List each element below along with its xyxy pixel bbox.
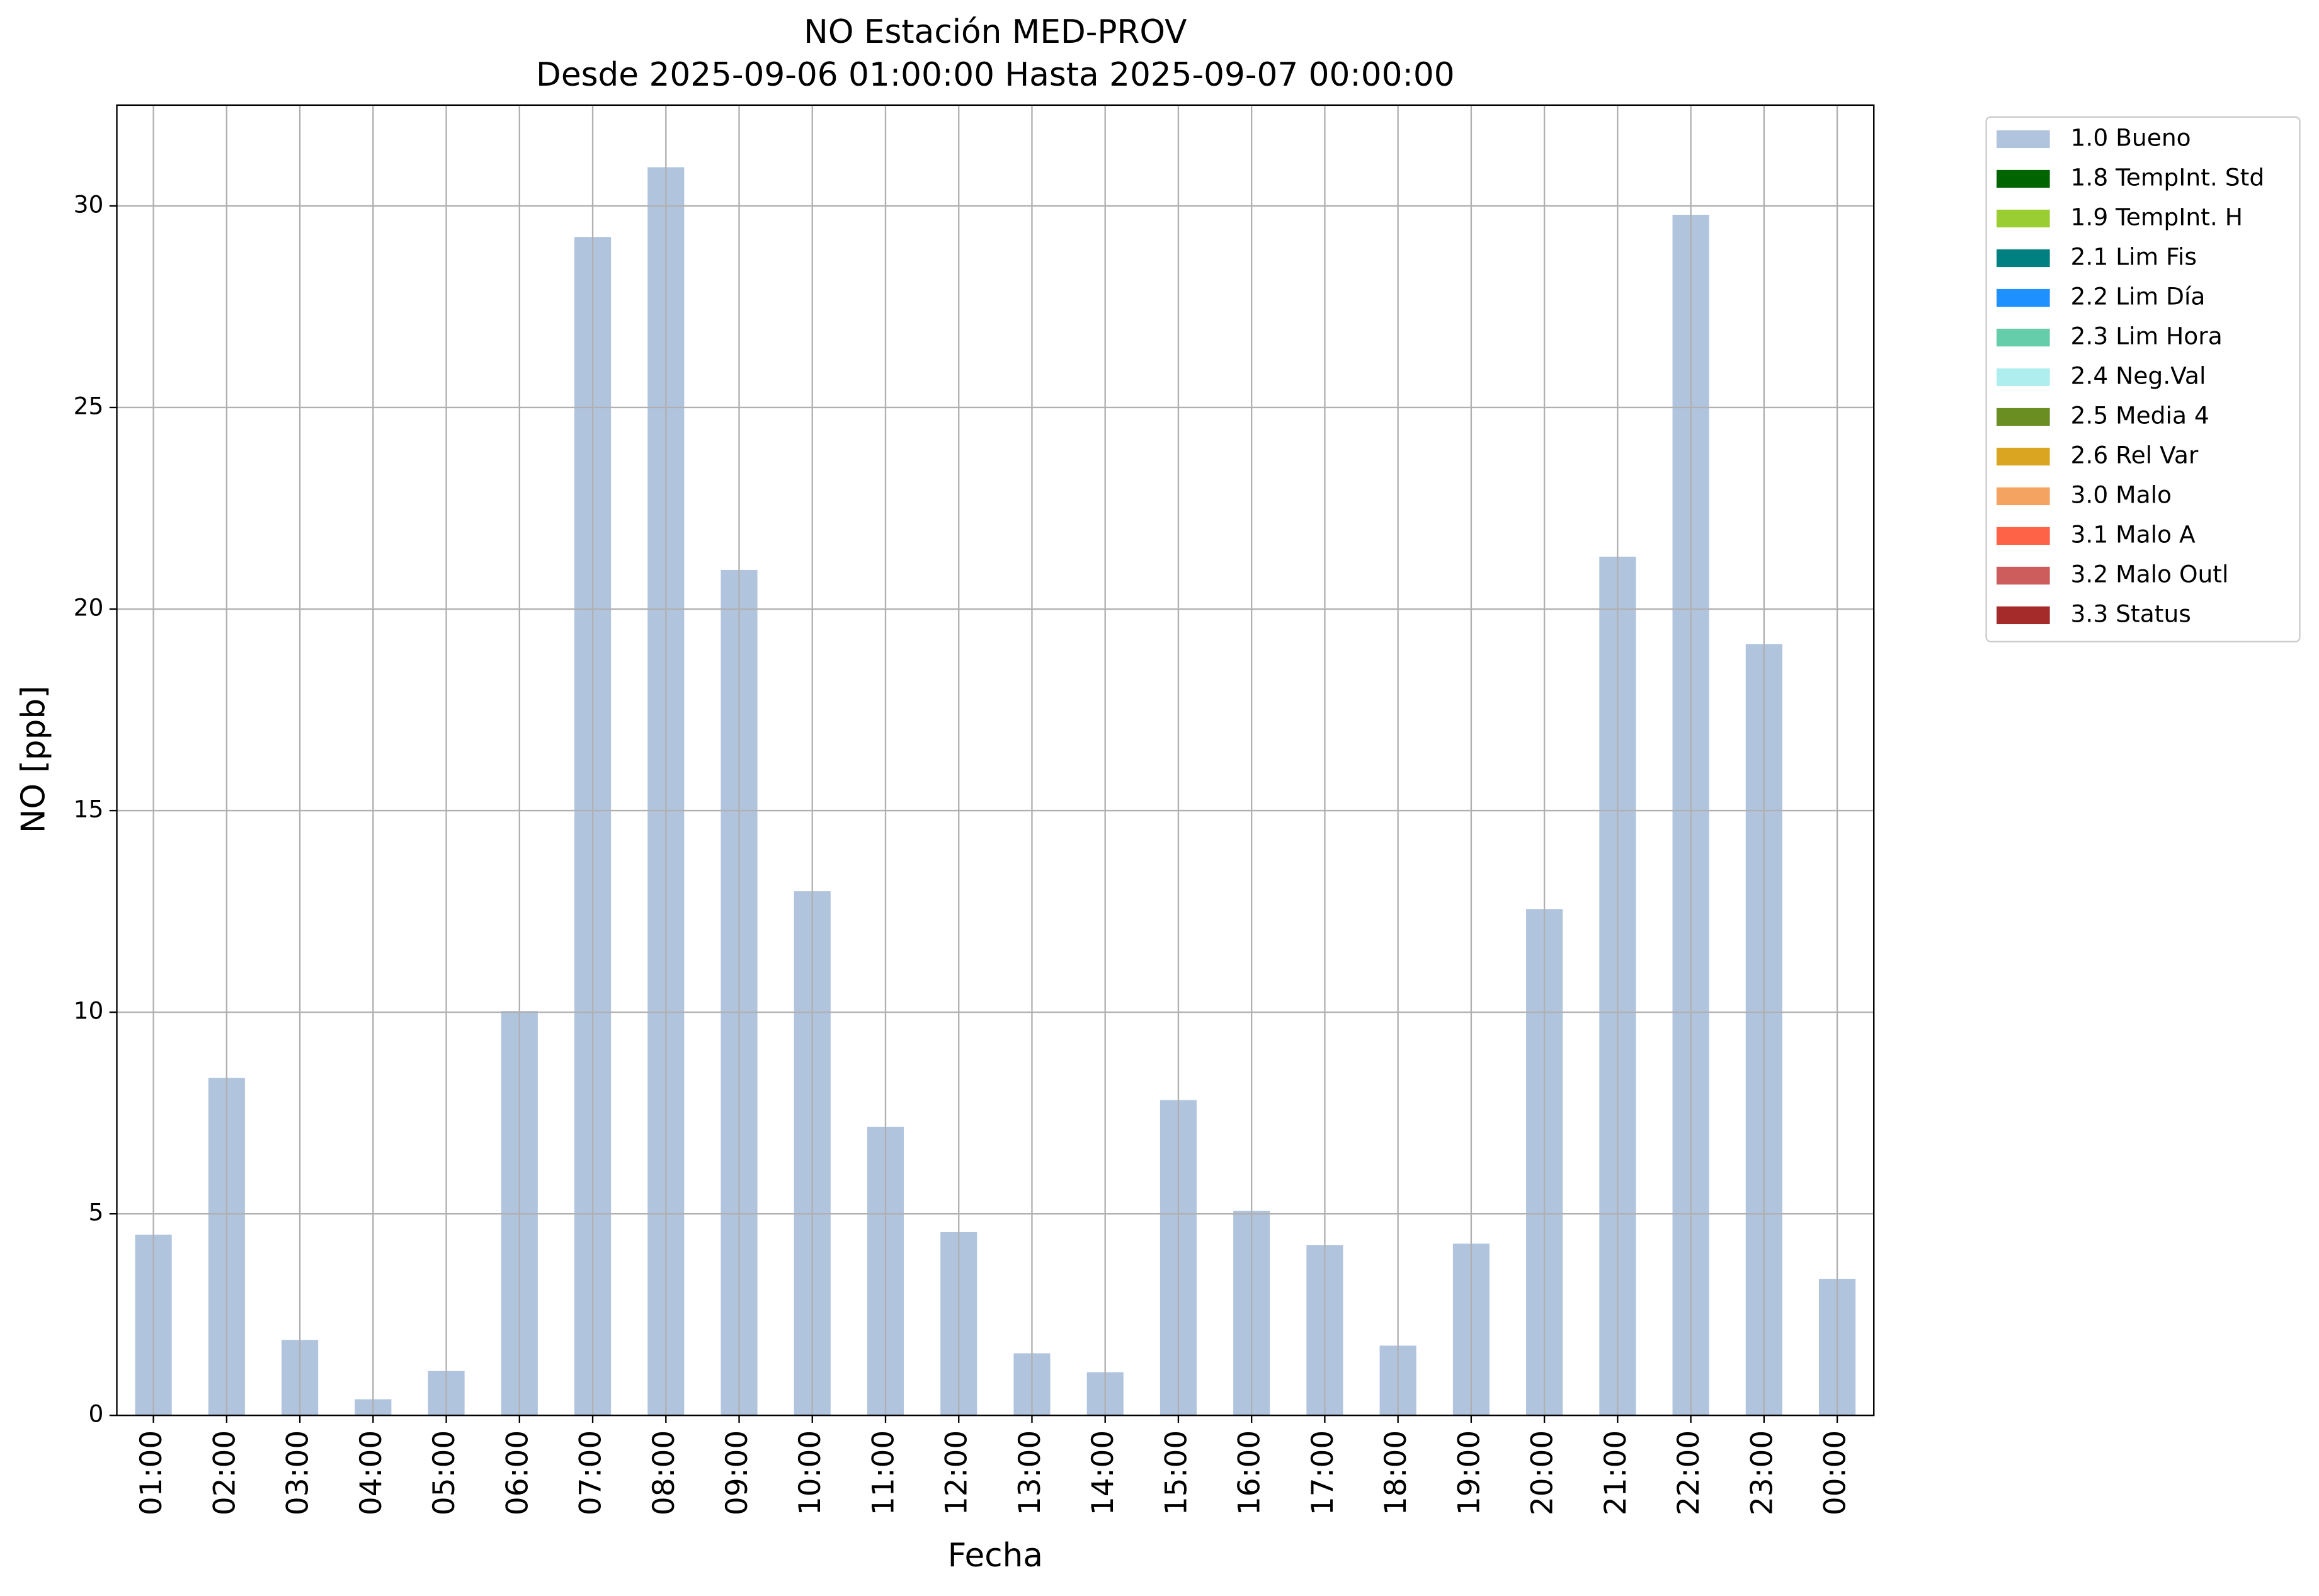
legend-label: 2.5 Media 4: [2071, 401, 2209, 429]
x-tick-label: 22:00: [1672, 1430, 1706, 1515]
x-tick-label: 17:00: [1306, 1430, 1340, 1515]
legend-swatch: [1997, 130, 2050, 149]
x-tick-label: 11:00: [867, 1430, 901, 1515]
legend-swatch: [1997, 527, 2050, 545]
y-tick-label: 20: [74, 594, 104, 622]
legend-label: 3.2 Malo Outl: [2071, 560, 2229, 588]
x-tick-label: 06:00: [500, 1430, 535, 1515]
legend-label: 2.2 Lim Día: [2071, 282, 2206, 310]
x-tick-label: 09:00: [720, 1430, 755, 1515]
legend-swatch: [1997, 288, 2050, 307]
legend-swatch: [1997, 566, 2050, 585]
legend-label: 2.4 Neg.Val: [2071, 362, 2206, 389]
legend-swatch: [1997, 408, 2050, 426]
x-tick-label: 01:00: [134, 1430, 169, 1515]
legend-label: 1.9 TempInt. H: [2071, 203, 2243, 231]
plot-frame: [116, 104, 1875, 1416]
legend-label: 2.3 Lim Hora: [2071, 322, 2223, 350]
legend-swatch: [1997, 368, 2050, 387]
x-tick-label: 12:00: [940, 1430, 974, 1515]
legend-label: 3.3 Status: [2071, 600, 2191, 627]
x-tick-label: 18:00: [1379, 1430, 1413, 1515]
x-tick-label: 13:00: [1013, 1430, 1047, 1515]
x-tick-label: 04:00: [354, 1430, 389, 1515]
chart-subtitle: Desde 2025-09-06 01:00:00 Hasta 2025-09-…: [536, 56, 1455, 94]
x-tick-label: 23:00: [1745, 1430, 1779, 1515]
x-tick-label: 10:00: [793, 1430, 828, 1515]
legend-box: [1985, 116, 2301, 642]
legend-swatch: [1997, 606, 2050, 625]
legend-label: 1.0 Bueno: [2071, 123, 2191, 151]
x-tick-label: 15:00: [1159, 1430, 1194, 1515]
x-tick-label: 00:00: [1818, 1430, 1853, 1515]
y-tick-label: 5: [88, 1199, 103, 1226]
x-tick-label: 03:00: [281, 1430, 316, 1515]
legend-swatch: [1997, 209, 2050, 228]
legend-swatch: [1997, 487, 2050, 506]
legend-swatch: [1997, 169, 2050, 188]
y-tick-label: 10: [74, 997, 104, 1025]
x-tick-label: 20:00: [1525, 1430, 1560, 1515]
x-tick-label: 21:00: [1598, 1430, 1633, 1515]
y-tick-label: 30: [74, 190, 104, 218]
x-tick-label: 19:00: [1452, 1430, 1486, 1515]
legend-label: 2.6 Rel Var: [2071, 441, 2199, 469]
legend-label: 1.8 TempInt. Std: [2071, 163, 2265, 191]
x-tick-label: 02:00: [207, 1430, 242, 1515]
x-tick-label: 14:00: [1086, 1430, 1120, 1515]
y-tick-label: 25: [74, 392, 104, 419]
legend-swatch: [1997, 447, 2050, 466]
y-tick-label: 15: [74, 795, 104, 823]
x-tick-label: 08:00: [647, 1430, 681, 1515]
y-tick-label: 0: [88, 1400, 103, 1428]
legend-label: 2.1 Lim Fis: [2071, 242, 2197, 270]
legend-label: 3.1 Malo A: [2071, 520, 2196, 548]
x-axis-label: Fecha: [948, 1537, 1043, 1575]
x-tick-label: 16:00: [1233, 1430, 1267, 1515]
legend-swatch: [1997, 328, 2050, 347]
chart-title: NO Estación MED-PROV: [804, 13, 1187, 51]
x-tick-label: 07:00: [574, 1430, 608, 1515]
legend-label: 3.0 Malo: [2071, 481, 2172, 508]
y-axis-label: NO [ppb]: [14, 686, 52, 834]
x-tick-label: 05:00: [427, 1430, 462, 1515]
legend-swatch: [1997, 249, 2050, 268]
